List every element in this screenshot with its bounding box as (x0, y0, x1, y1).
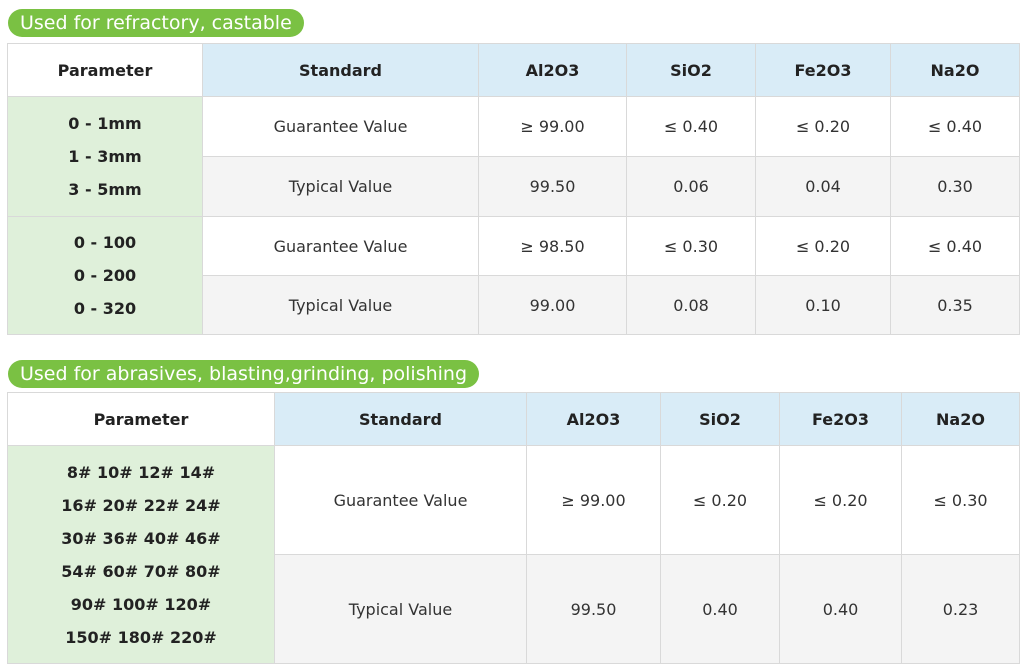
spec-table-refractory: Parameter Standard Al2O3 SiO2 Fe2O3 Na2O… (7, 43, 1020, 335)
header-parameter: Parameter (7, 392, 275, 446)
na2o-cell: ≤ 0.40 (890, 216, 1020, 276)
table-row: Typical Value 99.50 0.06 0.04 0.30 (8, 156, 1020, 217)
al2o3-cell: ≥ 98.50 (478, 216, 627, 276)
al2o3-cell: 99.00 (478, 275, 627, 335)
parameter-line: 0 - 1mm (68, 114, 142, 133)
sio2-cell: 0.40 (660, 554, 780, 664)
standard-cell: Guarantee Value (274, 445, 527, 555)
al2o3-cell: ≥ 99.00 (526, 445, 661, 555)
sio2-cell: 0.08 (626, 275, 756, 335)
standard-cell: Typical Value (202, 156, 479, 217)
section-title-abrasives: Used for abrasives, blasting,grinding, p… (8, 360, 480, 388)
header-standard: Standard (202, 43, 479, 97)
sio2-cell: 0.06 (626, 156, 756, 217)
parameter-cell: 8# 10# 12# 14# 16# 20# 22# 24# 30# 36# 4… (7, 445, 275, 664)
sio2-cell: ≤ 0.40 (626, 96, 756, 157)
al2o3-cell: ≥ 99.00 (478, 96, 627, 157)
header-na2o: Na2O (901, 392, 1020, 446)
table-row: 8# 10# 12# 14# 16# 20# 22# 24# 30# 36# 4… (7, 445, 1020, 664)
table-header-row: Parameter Standard Al2O3 SiO2 Fe2O3 Na2O (7, 43, 1020, 97)
na2o-cell: ≤ 0.30 (901, 445, 1020, 555)
spec-table-abrasives: Parameter Standard Al2O3 SiO2 Fe2O3 Na2O… (7, 392, 1020, 664)
table-row: 0 - 1mm 1 - 3mm 3 - 5mm Guarantee Value … (7, 96, 1020, 217)
na2o-cell: ≤ 0.40 (890, 96, 1020, 157)
na2o-cell: 0.30 (890, 156, 1020, 217)
header-fe2o3: Fe2O3 (779, 392, 902, 446)
na2o-cell: 0.35 (890, 275, 1020, 335)
parameter-line: 1 - 3mm (68, 147, 142, 166)
al2o3-cell: 99.50 (526, 554, 661, 664)
table-header-row: Parameter Standard Al2O3 SiO2 Fe2O3 Na2O (7, 392, 1020, 446)
fe2o3-cell: 0.40 (779, 554, 902, 664)
parameter-line: 0 - 320 (73, 299, 137, 318)
header-al2o3: Al2O3 (526, 392, 661, 446)
header-standard: Standard (274, 392, 527, 446)
section-title-refractory: Used for refractory, castable (8, 9, 304, 37)
fe2o3-cell: ≤ 0.20 (755, 96, 891, 157)
fe2o3-cell: 0.10 (755, 275, 891, 335)
header-parameter: Parameter (7, 43, 203, 97)
parameter-line: 30# 36# 40# 46# (61, 528, 221, 548)
standard-cell: Typical Value (274, 554, 527, 664)
al2o3-cell: 99.50 (478, 156, 627, 217)
parameter-line: 8# 10# 12# 14# (66, 462, 216, 482)
parameter-line: 90# 100# 120# (70, 594, 212, 614)
header-na2o: Na2O (890, 43, 1020, 97)
parameter-cell: 0 - 1mm 1 - 3mm 3 - 5mm (7, 96, 203, 217)
standard-cell: Typical Value (202, 275, 479, 335)
header-sio2: SiO2 (660, 392, 780, 446)
sio2-cell: ≤ 0.30 (626, 216, 756, 276)
table-row: 0 - 100 0 - 200 0 - 320 Guarantee Value … (7, 216, 1020, 335)
na2o-cell: 0.23 (901, 554, 1020, 664)
table-row: Typical Value 99.00 0.08 0.10 0.35 (8, 275, 1020, 335)
parameter-line: 0 - 100 (73, 233, 137, 252)
header-fe2o3: Fe2O3 (755, 43, 891, 97)
fe2o3-cell: ≤ 0.20 (755, 216, 891, 276)
table-row: Typical Value 99.50 0.40 0.40 0.23 (8, 554, 1020, 664)
parameter-line: 16# 20# 22# 24# (61, 495, 221, 515)
sio2-cell: ≤ 0.20 (660, 445, 780, 555)
parameter-cell: 0 - 100 0 - 200 0 - 320 (7, 216, 203, 335)
header-sio2: SiO2 (626, 43, 756, 97)
fe2o3-cell: ≤ 0.20 (779, 445, 902, 555)
header-al2o3: Al2O3 (478, 43, 627, 97)
parameter-line: 3 - 5mm (68, 180, 142, 199)
parameter-line: 54# 60# 70# 80# (61, 561, 221, 581)
standard-cell: Guarantee Value (202, 96, 479, 157)
fe2o3-cell: 0.04 (755, 156, 891, 217)
parameter-line: 0 - 200 (73, 266, 137, 285)
standard-cell: Guarantee Value (202, 216, 479, 276)
parameter-line: 150# 180# 220# (65, 627, 217, 647)
